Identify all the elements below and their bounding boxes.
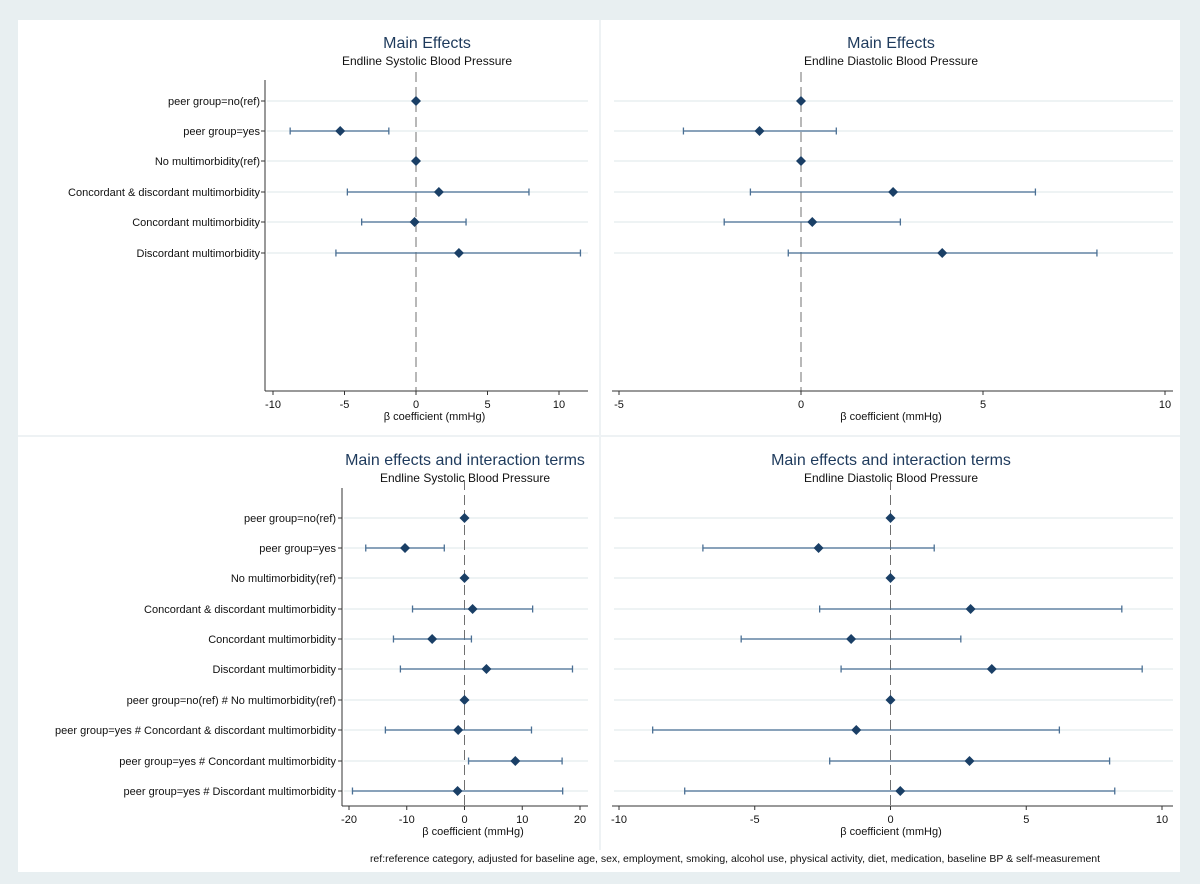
- point-estimate-marker: [813, 543, 824, 553]
- point-estimate-marker: [796, 156, 806, 166]
- y-tick-label: peer group=yes: [183, 126, 260, 138]
- point-estimate-marker: [453, 725, 464, 735]
- point-estimate-marker: [481, 664, 492, 674]
- point-estimate-marker: [510, 756, 521, 766]
- point-estimate-marker: [467, 604, 478, 614]
- x-axis-label: β coefficient (mmHg): [840, 411, 941, 423]
- x-tick-label: 10: [553, 399, 565, 411]
- x-tick-label: -10: [611, 814, 627, 826]
- y-tick-label: peer group=yes # Concordant & discordant…: [55, 725, 336, 737]
- point-estimate-marker: [885, 695, 896, 705]
- y-tick-label: Concordant & discordant multimorbidity: [68, 187, 260, 199]
- point-estimate-marker: [433, 187, 444, 197]
- point-estimate-marker: [411, 96, 421, 106]
- point-estimate-marker: [846, 634, 857, 644]
- point-estimate-marker: [459, 573, 470, 583]
- point-estimate-marker: [452, 786, 463, 796]
- point-estimate-marker: [964, 756, 975, 766]
- x-axis-label: β coefficient (mmHg): [384, 411, 485, 423]
- y-tick-label: peer group=yes: [259, 543, 336, 555]
- point-estimate-marker: [796, 96, 806, 106]
- x-tick-label: -5: [750, 814, 760, 826]
- y-tick-label: Discordant multimorbidity: [213, 664, 337, 676]
- panel-title: Main Effects: [847, 35, 935, 52]
- x-tick-label: 5: [484, 399, 490, 411]
- point-estimate-marker: [453, 248, 464, 258]
- panel-4: Main effects and interaction terms Endlin…: [611, 452, 1173, 838]
- panel-subtitle: Endline Diastolic Blood Pressure: [804, 471, 978, 485]
- panel-3: Main effects and interaction terms Endlin…: [55, 452, 588, 838]
- panel-subtitle: Endline Diastolic Blood Pressure: [804, 54, 978, 68]
- panel-title: Main effects and interaction terms: [345, 452, 585, 469]
- point-estimate-marker: [937, 248, 948, 258]
- panel-1: Main Effects Endline Systolic Blood Press…: [68, 35, 588, 423]
- panel-2: Main Effects Endline Diastolic Blood Pres…: [612, 35, 1173, 423]
- x-tick-label: -10: [399, 814, 415, 826]
- x-tick-label: 0: [798, 399, 804, 411]
- y-tick-label: Concordant & discordant multimorbidity: [144, 604, 336, 616]
- y-tick-label: No multimorbidity(ref): [231, 573, 336, 585]
- panel-subtitle: Endline Systolic Blood Pressure: [342, 54, 512, 68]
- y-tick-label: peer group=no(ref) # No multimorbidity(r…: [127, 695, 336, 707]
- point-estimate-marker: [807, 217, 818, 227]
- point-estimate-marker: [851, 725, 862, 735]
- y-tick-label: Concordant multimorbidity: [208, 634, 336, 646]
- y-tick-label: peer group=yes # Discordant multimorbidi…: [124, 786, 337, 798]
- point-estimate-marker: [986, 664, 997, 674]
- y-tick-label: No multimorbidity(ref): [155, 156, 260, 168]
- point-estimate-marker: [335, 126, 346, 136]
- x-tick-label: 10: [1156, 814, 1168, 826]
- y-tick-label: peer group=no(ref): [244, 513, 336, 525]
- panel-title: Main Effects: [383, 35, 471, 52]
- point-estimate-marker: [411, 156, 421, 166]
- x-tick-label: -20: [341, 814, 357, 826]
- x-tick-label: 5: [980, 399, 986, 411]
- x-tick-label: 20: [574, 814, 586, 826]
- point-estimate-marker: [754, 126, 765, 136]
- x-axis-label: β coefficient (mmHg): [422, 826, 523, 838]
- panel-title: Main effects and interaction terms: [771, 452, 1011, 469]
- y-tick-label: peer group=yes # Concordant multimorbidi…: [119, 756, 336, 768]
- x-tick-label: -10: [265, 399, 281, 411]
- x-tick-label: 10: [1159, 399, 1171, 411]
- point-estimate-marker: [888, 187, 899, 197]
- point-estimate-marker: [885, 513, 896, 523]
- footnote: ref:reference category, adjusted for bas…: [370, 853, 1100, 865]
- y-tick-label: peer group=no(ref): [168, 96, 260, 108]
- x-axis-label: β coefficient (mmHg): [840, 826, 941, 838]
- x-tick-label: -5: [614, 399, 624, 411]
- point-estimate-marker: [427, 634, 438, 644]
- panel-subtitle: Endline Systolic Blood Pressure: [380, 471, 550, 485]
- point-estimate-marker: [409, 217, 420, 227]
- point-estimate-marker: [400, 543, 411, 553]
- x-tick-label: 10: [516, 814, 528, 826]
- x-tick-label: 0: [887, 814, 893, 826]
- y-tick-label: Concordant multimorbidity: [132, 217, 260, 229]
- x-tick-label: 0: [413, 399, 419, 411]
- y-tick-label: Discordant multimorbidity: [137, 248, 261, 260]
- point-estimate-marker: [965, 604, 976, 614]
- point-estimate-marker: [459, 513, 470, 523]
- point-estimate-marker: [895, 786, 906, 796]
- point-estimate-marker: [459, 695, 470, 705]
- x-tick-label: 5: [1023, 814, 1029, 826]
- point-estimate-marker: [885, 573, 896, 583]
- x-tick-label: 0: [461, 814, 467, 826]
- x-tick-label: -5: [340, 399, 350, 411]
